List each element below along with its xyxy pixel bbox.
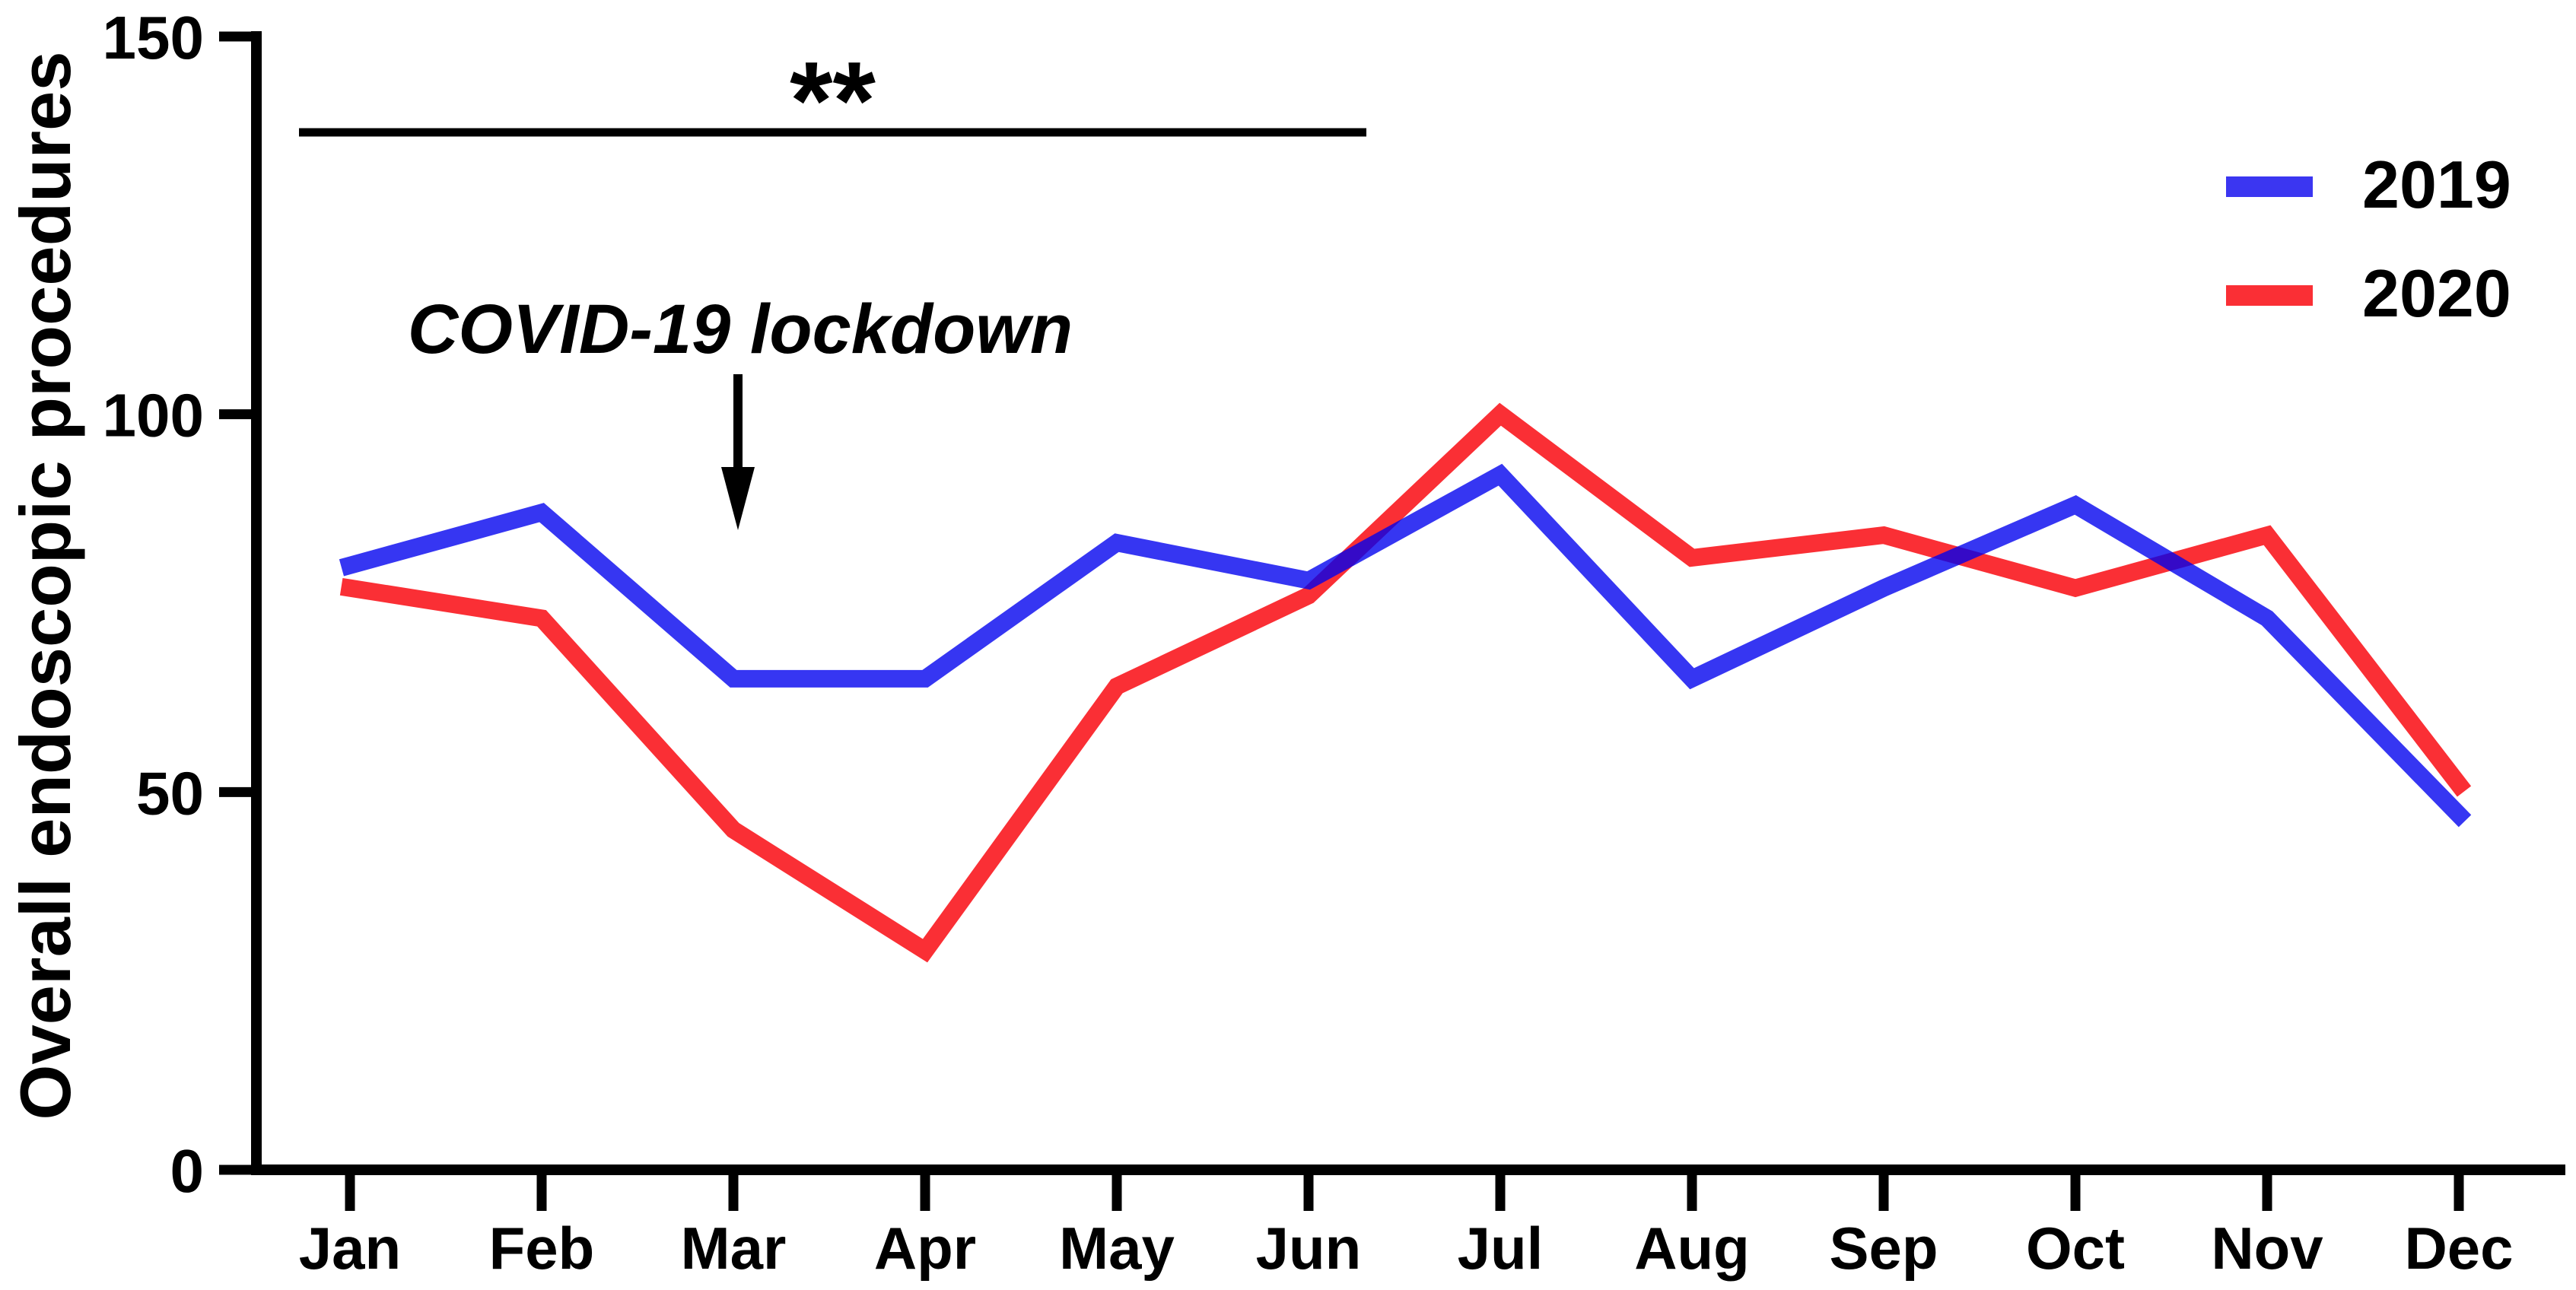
y-axis-title: Overall endoscopic procedures: [5, 51, 85, 1120]
legend: 2019 2020: [2226, 147, 2511, 331]
series-line-2019: [339, 463, 2472, 828]
legend-swatch-2019: [2226, 176, 2313, 197]
legend-label-2020: 2020: [2362, 256, 2511, 331]
significance-asterisks: **: [790, 39, 876, 162]
y-tick-label: 50: [136, 759, 204, 827]
x-month-label: Apr: [874, 1215, 976, 1282]
y-axis-ticks: [219, 31, 251, 1175]
x-month-label: Jan: [299, 1215, 401, 1282]
x-month-label: Jun: [1256, 1215, 1362, 1282]
y-tick-label: 100: [103, 382, 204, 450]
x-month-label: Aug: [1634, 1215, 1750, 1282]
x-month-label: Feb: [489, 1215, 595, 1282]
x-axis-ticks: [345, 1175, 2464, 1211]
x-month-label: Nov: [2211, 1215, 2323, 1282]
y-tick-label: 0: [170, 1137, 205, 1205]
x-month-label: Mar: [681, 1215, 787, 1282]
x-month-label: Jul: [1458, 1215, 1544, 1282]
x-month-label: Sep: [1829, 1215, 1938, 1282]
x-month-label: Oct: [2026, 1215, 2125, 1282]
series-line-2020: [339, 402, 2472, 963]
x-month-label: Dec: [2404, 1215, 2513, 1282]
lockdown-arrowhead-icon: [721, 467, 755, 530]
legend-swatch-2020: [2226, 285, 2313, 306]
legend-label-2019: 2019: [2362, 147, 2511, 222]
y-tick-label: 150: [103, 4, 204, 71]
lockdown-annotation-label: COVID-19 lockdown: [408, 291, 1073, 368]
y-axis-tick-labels: 0 50 100 150: [103, 4, 204, 1205]
x-axis-month-labels: Jan Feb Mar Apr May Jun Jul Aug Sep Oct Nov Dec: [299, 1215, 2514, 1282]
x-month-label: May: [1059, 1215, 1175, 1282]
